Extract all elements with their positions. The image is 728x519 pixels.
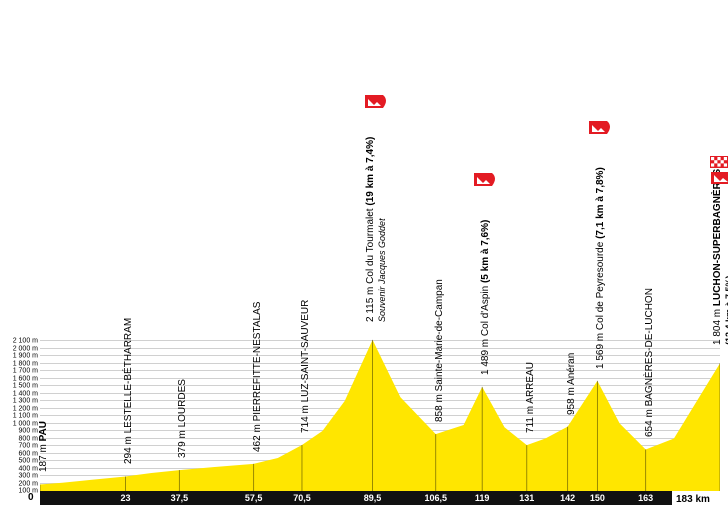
elevation-profile — [40, 339, 720, 505]
point-label: 379 m LOURDES — [177, 379, 189, 458]
km-tick-label: 142 — [560, 493, 575, 503]
y-tick-label: 1 000 m — [13, 420, 38, 427]
point-label: 714 m LUZ-SAINT-SAUVEUR — [300, 300, 312, 433]
km-tick-label: 150 — [590, 493, 605, 503]
y-tick-label: 1 400 m — [13, 390, 38, 397]
km-start: 0 — [28, 492, 34, 503]
plot-area: 100 m200 m300 m400 m500 m600 m700 m800 m… — [40, 30, 720, 505]
y-tick-label: 1 300 m — [13, 398, 38, 405]
km-tick-label: 163 — [638, 493, 653, 503]
y-tick-label: 700 m — [19, 443, 38, 450]
km-tick-label: 37,5 — [171, 493, 189, 503]
y-tick-label: 900 m — [19, 428, 38, 435]
km-tick-label: 89,5 — [364, 493, 382, 503]
y-tick-label: 500 m — [19, 458, 38, 465]
mountain-hc-icon — [362, 92, 388, 118]
stage-profile: 100 m200 m300 m400 m500 m600 m700 m800 m… — [0, 0, 728, 519]
point-label: 1 804 m LUCHON-SUPERBAGNÈRES(12,4 km à 7… — [712, 169, 728, 345]
point-label: 2 115 m Col du Tourmalet (19 km à 7,4%)S… — [365, 137, 389, 322]
y-tick-label: 1 700 m — [13, 368, 38, 375]
point-label: 187 m PAU — [38, 422, 50, 473]
point-label: 462 m PIERREFITTE-NESTALAS — [252, 301, 264, 451]
y-tick-label: 1 100 m — [13, 413, 38, 420]
point-label: 654 m BAGNÈRES-DE-LUCHON — [644, 289, 656, 438]
y-tick-label: 300 m — [19, 473, 38, 480]
y-tick-label: 800 m — [19, 435, 38, 442]
finish-mountain-icon — [707, 154, 728, 194]
mountain-cat-icon — [586, 118, 612, 144]
y-tick-label: 400 m — [19, 465, 38, 472]
y-tick-label: 1 900 m — [13, 353, 38, 360]
y-tick-label: 2 100 m — [13, 338, 38, 345]
y-tick-label: 200 m — [19, 480, 38, 487]
y-tick-label: 1 600 m — [13, 375, 38, 382]
point-label: 958 m Anéran — [566, 352, 578, 414]
km-tick-label: 23 — [120, 493, 130, 503]
km-tick-label: 131 — [519, 493, 534, 503]
point-label: 711 m ARREAU — [525, 362, 537, 433]
km-tick-label: 106,5 — [424, 493, 447, 503]
y-tick-label: 2 000 m — [13, 345, 38, 352]
point-label: 1 569 m Col de Peyresourde (7,1 km à 7,8… — [595, 167, 607, 369]
km-tick-label: 70,5 — [293, 493, 311, 503]
mountain-cat-icon — [471, 170, 497, 196]
y-tick-label: 600 m — [19, 450, 38, 457]
y-tick-label: 1 200 m — [13, 405, 38, 412]
km-tick-label: 119 — [475, 493, 490, 503]
point-label: 1 489 m Col d'Aspin (5 km à 7,6%) — [480, 219, 492, 374]
point-label: 858 m Sainte-Marie-de-Campan — [434, 279, 446, 422]
km-tick-label: 57,5 — [245, 493, 263, 503]
y-tick-label: 1 800 m — [13, 360, 38, 367]
km-end: 183 km — [676, 494, 710, 505]
y-tick-label: 1 500 m — [13, 383, 38, 390]
point-label: 294 m LESTELLE-BÉTHARRAM — [123, 318, 135, 464]
km-band — [40, 491, 672, 505]
